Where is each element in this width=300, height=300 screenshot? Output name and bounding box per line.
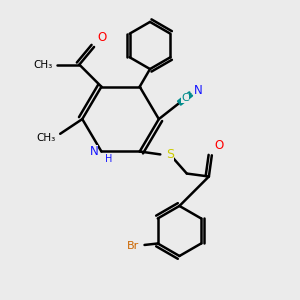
Text: O: O [98, 31, 107, 44]
Text: N: N [90, 145, 98, 158]
Text: H: H [105, 154, 112, 164]
Text: C: C [181, 94, 189, 103]
Text: N: N [194, 84, 202, 97]
Text: S: S [166, 148, 174, 161]
Text: O: O [215, 139, 224, 152]
Text: CH₃: CH₃ [34, 60, 53, 70]
Text: CH₃: CH₃ [37, 133, 56, 143]
Text: Br: Br [127, 242, 139, 251]
